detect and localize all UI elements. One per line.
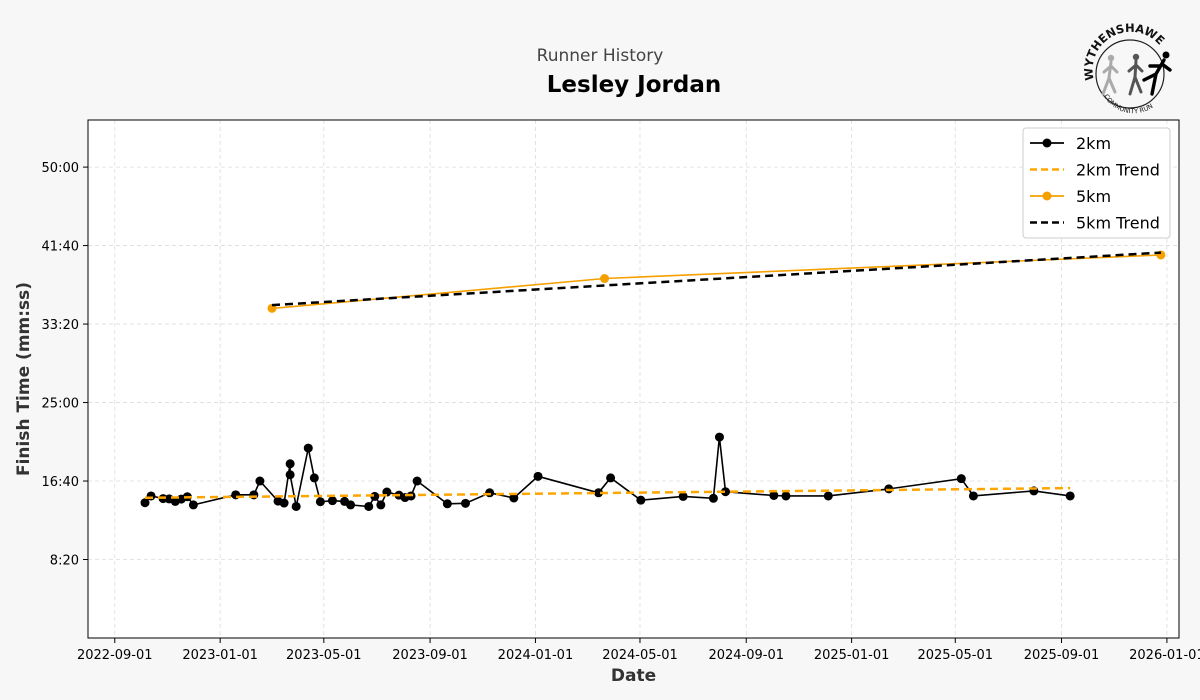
plot-area <box>88 120 1179 638</box>
data-point <box>285 459 295 469</box>
y-tick-label: 16:40 <box>42 475 79 490</box>
y-axis-label: Finish Time (mm:ss) <box>14 282 34 476</box>
data-point <box>327 496 337 506</box>
data-point <box>279 498 289 508</box>
x-axis-label: Date <box>611 666 656 686</box>
y-tick-label: 50:00 <box>42 161 79 176</box>
x-tick-label: 2024-09-01 <box>708 648 784 663</box>
data-point <box>146 491 156 501</box>
data-point <box>1065 491 1075 501</box>
x-tick-label: 2024-01-01 <box>498 648 574 663</box>
y-tick-label: 25:00 <box>42 397 79 412</box>
legend-label: 2km <box>1076 134 1111 153</box>
plot-frame <box>87 119 1180 639</box>
data-point <box>309 473 319 483</box>
data-point <box>303 443 313 453</box>
data-point <box>636 495 646 505</box>
data-point <box>346 500 356 510</box>
data-point <box>720 487 730 497</box>
x-tick-label: 2025-05-01 <box>917 648 993 663</box>
data-point <box>255 476 265 486</box>
legend-label: 5km Trend <box>1076 214 1160 233</box>
data-point <box>781 491 791 501</box>
legend-box <box>1022 127 1171 239</box>
x-tick-label: 2025-01-01 <box>814 648 890 663</box>
data-point <box>442 499 452 509</box>
data-point <box>956 474 966 484</box>
svg-text:WYTHENSHAWE: WYTHENSHAWE <box>1082 22 1168 81</box>
x-tick-label: 2025-09-01 <box>1024 648 1100 663</box>
data-point <box>364 501 374 511</box>
legend-marker <box>1042 138 1052 148</box>
runner-figures-icon <box>1101 51 1172 96</box>
data-point <box>968 491 978 501</box>
data-point <box>291 501 301 511</box>
data-point <box>600 274 610 284</box>
chart-title: Lesley Jordan <box>546 72 722 98</box>
data-point <box>823 491 833 501</box>
data-point <box>460 498 470 508</box>
legend-label: 5km <box>1076 187 1111 206</box>
x-tick-label: 2022-09-01 <box>77 648 153 663</box>
data-point <box>485 488 495 498</box>
data-point <box>714 432 724 442</box>
data-point <box>509 493 519 503</box>
x-tick-label: 2023-09-01 <box>392 648 468 663</box>
legend-label: 2km Trend <box>1076 161 1160 180</box>
series-line-1 <box>144 486 1071 500</box>
legend: 2km 2km Trend 5km 5km Trend <box>1022 127 1171 239</box>
legend-marker <box>1042 191 1052 201</box>
x-tick-label: 2024-05-01 <box>602 648 678 663</box>
data-point <box>188 500 198 510</box>
data-point <box>140 498 150 508</box>
y-tick-label: 8:20 <box>50 554 79 569</box>
data-point <box>315 497 325 507</box>
y-tick-label: 41:40 <box>42 240 79 255</box>
data-point <box>376 500 386 510</box>
data-point <box>678 491 688 501</box>
data-point <box>412 476 422 486</box>
runners-logo: WYTHENSHAWE COMMUNITY RUN <box>1082 22 1172 115</box>
x-tick-label: 2023-01-01 <box>182 648 258 663</box>
x-tick-label: 2026-01-01 <box>1129 648 1200 663</box>
data-point <box>708 493 718 503</box>
data-point <box>769 490 779 500</box>
logo-top-text: WYTHENSHAWE <box>1082 22 1168 81</box>
chart-subtitle: Runner History <box>536 46 664 66</box>
data-point <box>533 471 543 481</box>
data-point <box>606 473 616 483</box>
data-point <box>370 491 380 501</box>
series-line-3 <box>271 251 1161 307</box>
data-point <box>249 490 259 500</box>
x-tick-label: 2023-05-01 <box>286 648 362 663</box>
data-point <box>285 470 295 480</box>
y-tick-label: 33:20 <box>42 318 79 333</box>
data-point <box>594 488 604 498</box>
